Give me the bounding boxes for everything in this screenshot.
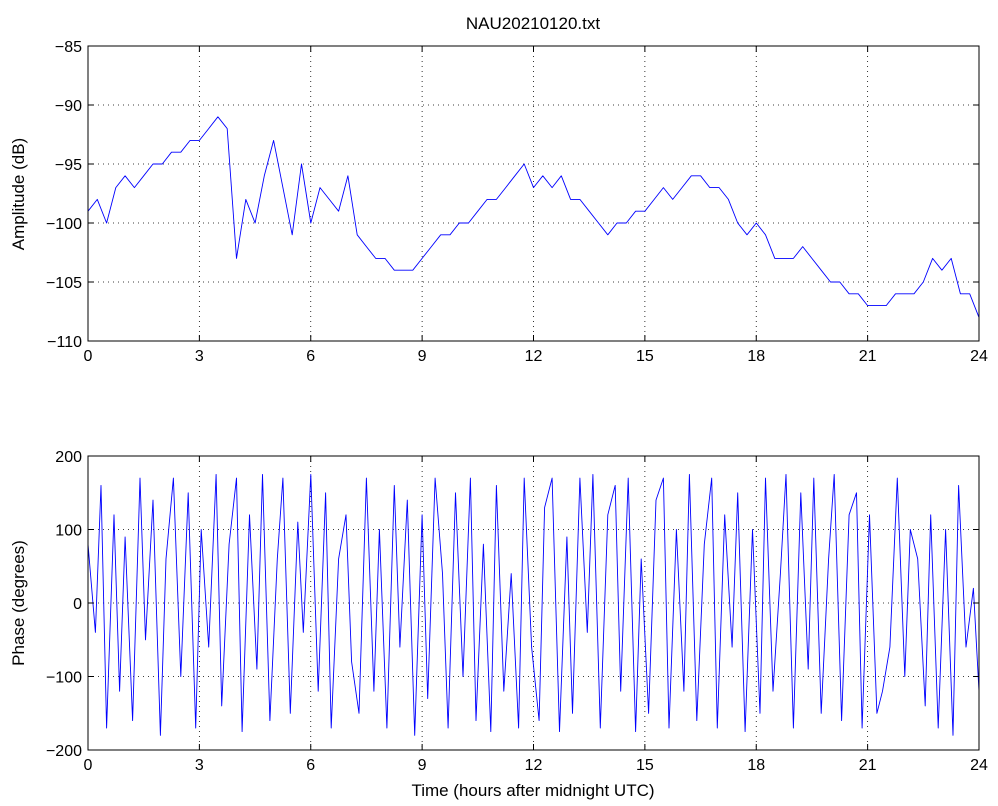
amplitude-y-tick-label: −90 — [55, 98, 82, 115]
phase-y-tick-label: 200 — [55, 449, 82, 466]
amplitude-plot-frame — [87, 45, 980, 342]
phase-y-tick-label: 0 — [73, 596, 82, 613]
amplitude-series-line — [87, 116, 980, 318]
x-axis-title: Time (hours after midnight UTC) — [411, 781, 654, 800]
phase-x-tick-label: 0 — [84, 757, 93, 774]
phase-x-tick-label: 18 — [747, 757, 765, 774]
phase-y-tick-label: −200 — [46, 743, 82, 760]
amplitude-y-tick-label: −85 — [55, 39, 82, 56]
phase-x-tick-label: 9 — [418, 757, 427, 774]
phase-y-tick-label: −100 — [46, 670, 82, 687]
amplitude-x-tick-label: 6 — [306, 348, 315, 365]
phase-x-tick-label: 6 — [306, 757, 315, 774]
phase-x-tick-label: 3 — [195, 757, 204, 774]
amplitude-x-tick-label: 24 — [970, 348, 988, 365]
amplitude-x-tick-label: 9 — [418, 348, 427, 365]
amplitude-x-tick-label: 15 — [636, 348, 654, 365]
phase-x-tick-label: 15 — [636, 757, 654, 774]
amplitude-y-tick-label: −105 — [46, 275, 82, 292]
phase-x-tick-label: 21 — [859, 757, 877, 774]
amplitude-x-tick-label: 21 — [859, 348, 877, 365]
chart-title: NAU20210120.txt — [466, 14, 600, 33]
amplitude-x-tick-label: 0 — [84, 348, 93, 365]
amplitude-plot: NAU20210120.txt Amplitude (dB) 0 3 6 9 12 15 1… — [9, 14, 988, 365]
amplitude-y-tick-label: −100 — [46, 216, 82, 233]
phase-series-line — [87, 473, 980, 736]
phase-x-tick-label: 24 — [970, 757, 988, 774]
amplitude-y-tick-label: −110 — [47, 334, 82, 351]
amplitude-x-tick-label: 12 — [525, 348, 543, 365]
phase-y-tick-label: 100 — [55, 523, 82, 540]
amplitude-x-tick-label: 3 — [195, 348, 204, 365]
amplitude-x-tick-label: 18 — [747, 348, 765, 365]
y-axis-title-phase: Phase (degrees) — [9, 540, 28, 666]
amplitude-y-tick-label: −95 — [55, 157, 82, 174]
phase-x-tick-label: 12 — [525, 757, 543, 774]
phase-plot: Phase (degrees) Time (hours after midnig… — [9, 449, 988, 800]
y-axis-title-amplitude: Amplitude (dB) — [9, 138, 28, 250]
phase-plot-frame — [87, 455, 980, 751]
